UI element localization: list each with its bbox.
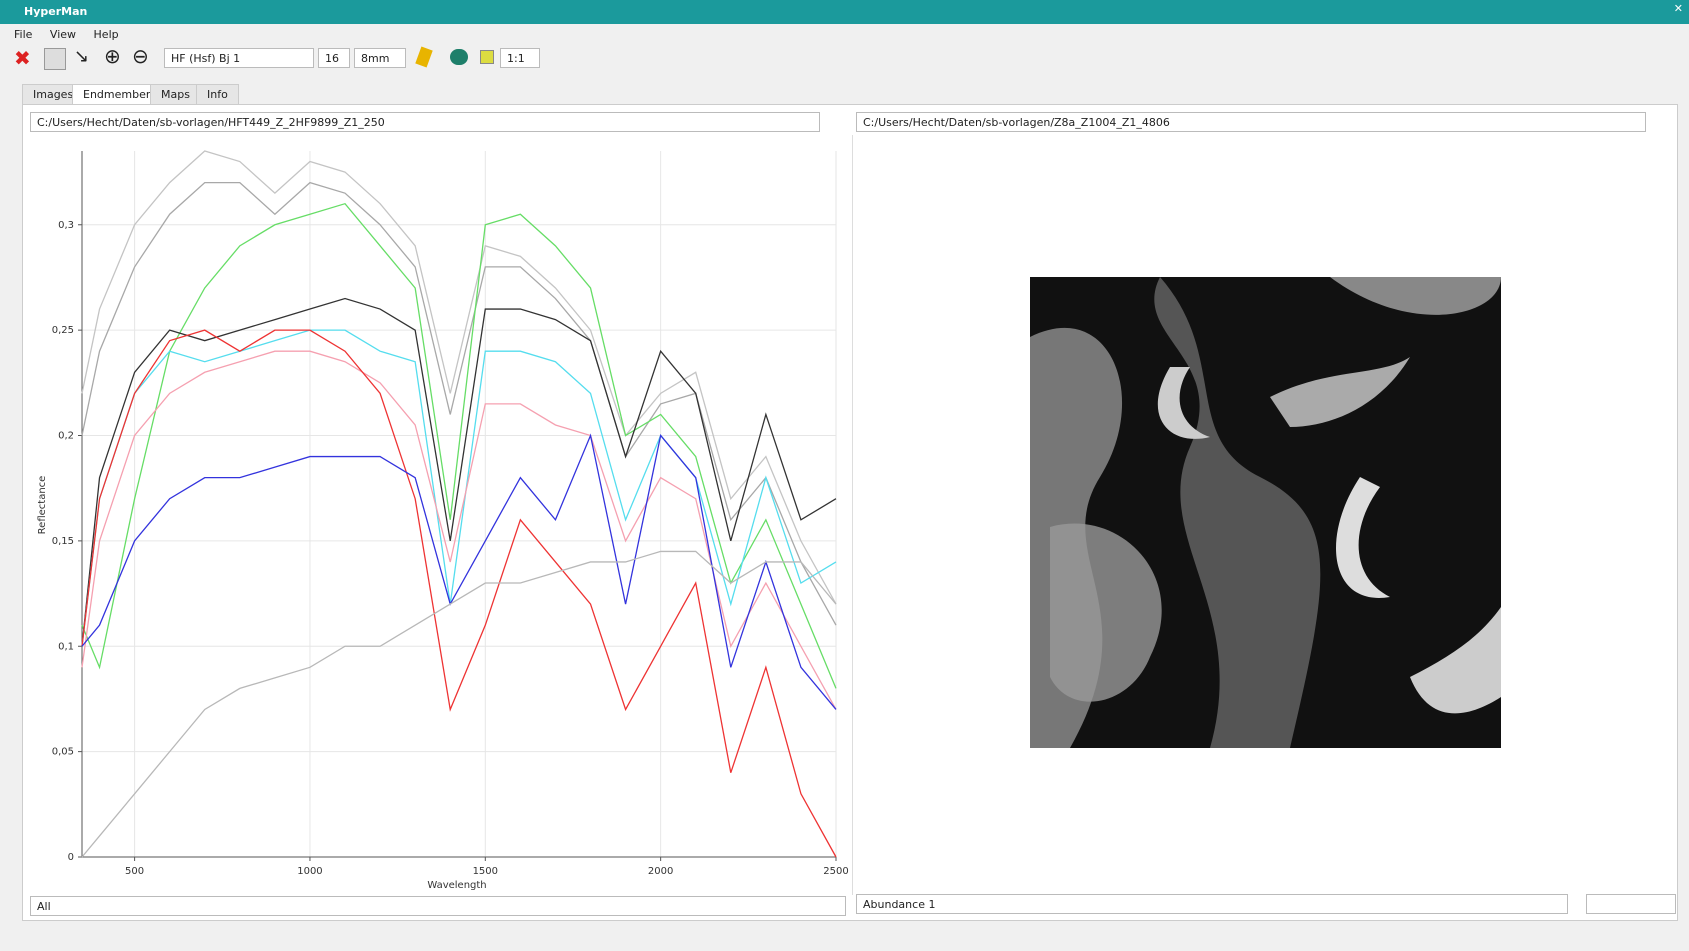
zoom-in[interactable]: ⊕ <box>104 44 121 68</box>
spectrum-line <box>82 183 836 626</box>
spectrum-line <box>82 551 836 857</box>
select-tool[interactable] <box>44 48 66 70</box>
left-footer-combo[interactable]: All <box>30 896 846 916</box>
menu-item[interactable]: View <box>50 28 76 41</box>
x-tick-label: 500 <box>125 866 144 877</box>
dataset-combo[interactable]: HF (Hsf) Bj 1 <box>164 48 314 68</box>
menu-bar: File View Help <box>14 28 133 41</box>
y-tick-label: 0,3 <box>58 220 74 231</box>
y-tick-label: 0,15 <box>52 536 74 547</box>
y-tick-label: 0,1 <box>58 641 74 652</box>
right-footer-combo[interactable]: Abundance 1 <box>856 894 1568 914</box>
y-axis-label: Reflectance <box>37 476 48 535</box>
x-axis-label: Wavelength <box>427 880 486 891</box>
spectrum-line <box>82 330 836 857</box>
mask-tool[interactable] <box>450 49 468 65</box>
splitter[interactable] <box>852 135 853 895</box>
left-path-combo[interactable]: C:/Users/Hecht/Daten/sb-vorlagen/HFT449_… <box>30 112 820 132</box>
x-tick-label: 2500 <box>823 866 848 877</box>
zoom-combo[interactable]: 1:1 <box>500 48 540 68</box>
close-button[interactable]: ✕ <box>1674 2 1683 15</box>
color-tool[interactable] <box>480 50 494 64</box>
menu-item[interactable]: File <box>14 28 32 41</box>
unit-combo[interactable]: 8mm <box>354 48 406 68</box>
spectrum-line <box>82 436 836 710</box>
right-path-combo[interactable]: C:/Users/Hecht/Daten/sb-vorlagen/Z8a_Z10… <box>856 112 1646 132</box>
x-tick-label: 1000 <box>297 866 322 877</box>
x-tick-label: 2000 <box>648 866 673 877</box>
spectrum-chart: Reflectance Wavelength 0 0,05 0,1 0,15 0,2 0,… <box>30 135 850 895</box>
abundance-image <box>1030 277 1501 748</box>
x-tick-label: 1500 <box>473 866 498 877</box>
title-bar: HyperMan <box>0 0 1689 24</box>
spectrum-line <box>82 351 836 709</box>
y-tick-label: 0,2 <box>58 431 74 442</box>
line-tool[interactable]: ↘ <box>74 46 89 67</box>
y-tick-label: 0,25 <box>52 325 74 336</box>
zoom-out[interactable]: ⊖ <box>132 44 149 68</box>
size-combo[interactable]: 16 <box>318 48 350 68</box>
y-tick-label: 0,05 <box>52 747 74 758</box>
y-tick-label: 0 <box>68 852 74 863</box>
brush-tool[interactable] <box>415 46 432 67</box>
value-field[interactable] <box>1586 894 1676 914</box>
menu-item[interactable]: Help <box>94 28 119 41</box>
tab[interactable]: Info <box>196 84 239 105</box>
app-window: HyperMan ✕ File View Help ✖ ↘ ⊕ ⊖ HF (Hs… <box>0 0 1689 951</box>
delete-button[interactable]: ✖ <box>14 46 31 70</box>
tab[interactable]: Maps <box>150 84 201 105</box>
